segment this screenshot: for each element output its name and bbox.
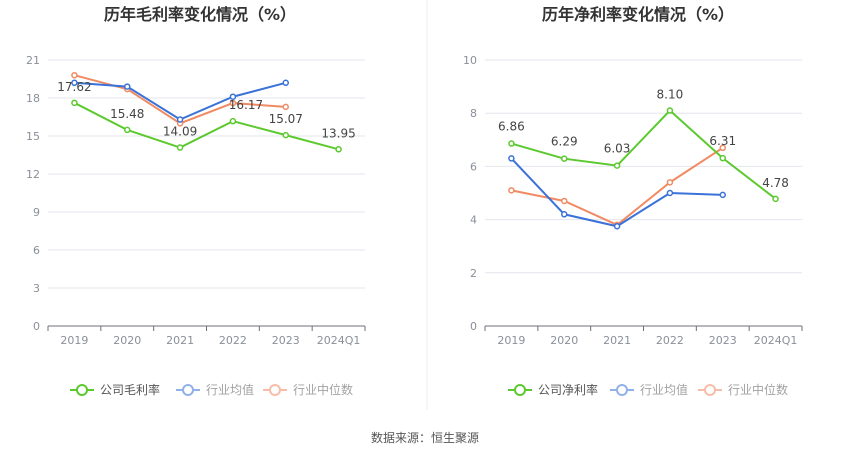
data-point [666, 189, 674, 197]
x-tick-label: 2020 [550, 334, 578, 347]
legend-item[interactable]: 行业中位数 [263, 382, 353, 397]
y-tick-label: 15 [26, 130, 40, 143]
data-point [229, 117, 237, 125]
legend-item[interactable]: 公司毛利率 [70, 382, 160, 397]
legend-item[interactable]: 公司净利率 [508, 382, 598, 397]
x-tick-label: 2019 [497, 334, 525, 347]
y-tick-label: 6 [470, 160, 477, 173]
data-point [71, 71, 78, 79]
legend-marker [704, 384, 716, 396]
source-label: 数据来源：恒生聚源 [371, 430, 479, 445]
data-label: 15.48 [110, 107, 144, 121]
data-label: 6.29 [551, 135, 578, 149]
data-point [772, 195, 779, 203]
data-point [335, 146, 342, 153]
x-tick-label: 2021 [166, 334, 194, 347]
data-point [71, 99, 78, 107]
data-point [282, 131, 289, 139]
data-point [613, 162, 621, 169]
series-line [511, 146, 724, 227]
legend-item[interactable]: 行业中位数 [698, 382, 788, 397]
data-label: 6.03 [604, 142, 631, 156]
x-tick-label: 2020 [113, 334, 141, 347]
y-tick-label: 6 [33, 244, 40, 257]
data-point [124, 126, 131, 134]
data-point [561, 197, 568, 205]
y-tick-label: 10 [463, 54, 477, 67]
data-point [282, 79, 289, 87]
data-point [666, 107, 674, 114]
data-point [229, 93, 237, 100]
y-tick-label: 12 [26, 168, 40, 181]
data-label: 14.09 [163, 125, 197, 139]
x-tick-label: 2022 [656, 334, 684, 347]
legend-marker [182, 384, 194, 396]
y-tick-label: 8 [470, 107, 477, 120]
legend-label: 行业中位数 [293, 382, 353, 397]
legend-label: 公司毛利率 [100, 382, 160, 397]
series-line [73, 101, 339, 151]
data-point [561, 211, 568, 218]
chart-title: 历年净利率变化情况（%） [542, 5, 734, 24]
data-label: 6.31 [709, 134, 736, 148]
data-point [176, 144, 184, 151]
y-tick-label: 9 [33, 206, 40, 219]
net-margin-chart: 历年净利率变化情况（%） 0 2 4 6 8 10 2019 2020 2021 2022 2023 2… [463, 5, 803, 397]
series-line [511, 109, 777, 200]
legend-marker [616, 384, 628, 396]
y-tick-label: 4 [470, 214, 477, 227]
data-point [719, 191, 726, 199]
legend-marker [514, 384, 526, 396]
data-point [176, 116, 184, 123]
x-tick-label: 2023 [709, 334, 737, 347]
legend-label: 行业均值 [206, 382, 254, 397]
data-label: 6.86 [498, 120, 525, 134]
gross-margin-chart: 历年毛利率变化情况（%） 0 3 6 9 12 15 18 21 2019 2020 2021 2022… [26, 5, 366, 397]
data-label: 8.10 [657, 88, 684, 102]
data-point [71, 79, 78, 87]
x-tick-label: 2019 [60, 334, 88, 347]
data-point [719, 154, 726, 162]
legend-label: 行业均值 [640, 382, 688, 397]
legend-item[interactable]: 行业均值 [610, 382, 688, 397]
data-point [282, 103, 289, 111]
x-tick-label: 2021 [603, 334, 631, 347]
data-label: 13.95 [321, 126, 355, 140]
data-label: 17.62 [57, 80, 91, 94]
data-point [666, 179, 674, 186]
y-tick-label: 21 [26, 54, 40, 67]
data-point [508, 140, 515, 147]
x-tick-label: 2024Q1 [317, 334, 361, 347]
chart-title: 历年毛利率变化情况（%） [104, 5, 296, 24]
legend-label: 公司净利率 [538, 382, 598, 397]
data-point [124, 83, 131, 90]
data-point [508, 155, 515, 162]
data-point [561, 155, 568, 162]
y-tick-label: 3 [33, 282, 40, 295]
legend-item[interactable]: 行业均值 [176, 382, 254, 397]
data-point [719, 144, 726, 152]
y-tick-label: 18 [26, 92, 40, 105]
legend-marker [76, 384, 88, 396]
x-tick-label: 2024Q1 [754, 334, 798, 347]
data-label: 15.07 [269, 112, 303, 126]
y-tick-label: 0 [470, 320, 477, 333]
x-tick-label: 2022 [219, 334, 247, 347]
data-point [508, 187, 515, 194]
legend-label: 行业中位数 [728, 382, 788, 397]
legend-marker [269, 384, 281, 396]
x-tick-label: 2023 [272, 334, 300, 347]
data-point [613, 223, 621, 230]
y-tick-label: 2 [470, 267, 477, 280]
data-point [229, 99, 237, 107]
data-label: 16.17 [229, 98, 263, 112]
data-label: 4.78 [762, 176, 789, 190]
y-tick-label: 0 [33, 320, 40, 333]
